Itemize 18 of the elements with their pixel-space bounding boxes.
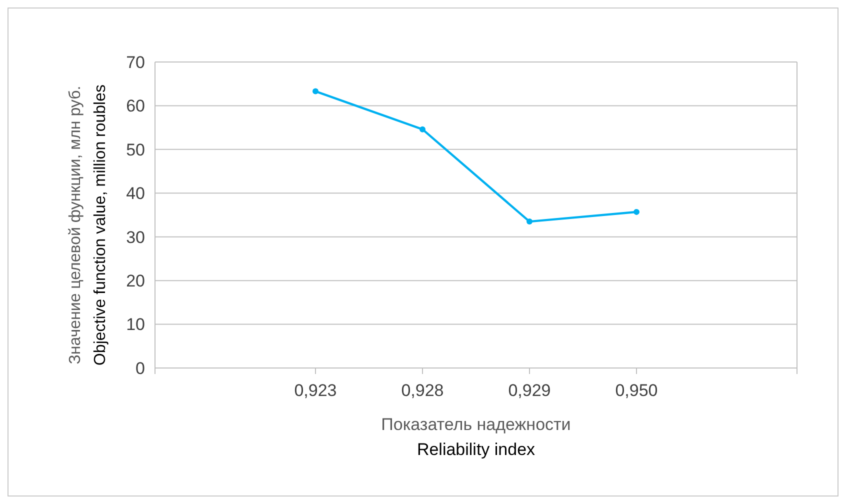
point xyxy=(312,88,318,94)
y-tick-label: 20 xyxy=(126,272,145,291)
y-tick-label: 30 xyxy=(126,228,145,247)
y-axis-title: Значение целевой функции, млн руб. Objective function value, million roubles xyxy=(67,84,109,366)
y-tick-label: 0 xyxy=(136,358,145,378)
x-axis-title: Показатель надежности Reliability index xyxy=(381,415,571,459)
point xyxy=(420,126,426,132)
y-tick-label: 50 xyxy=(126,140,145,160)
y-tick-label: 60 xyxy=(126,96,145,116)
x-tick-label: 0,923 xyxy=(294,381,337,400)
point xyxy=(634,208,640,215)
x-tick-label: 0,928 xyxy=(401,381,444,400)
x-tick-label: 0,929 xyxy=(508,381,551,400)
x-tick-label: 0,950 xyxy=(615,381,658,400)
point xyxy=(526,218,532,225)
y-tick-label: 40 xyxy=(126,184,145,204)
y-tick-label: 70 xyxy=(126,52,145,72)
y-tick-label: 10 xyxy=(126,315,145,334)
